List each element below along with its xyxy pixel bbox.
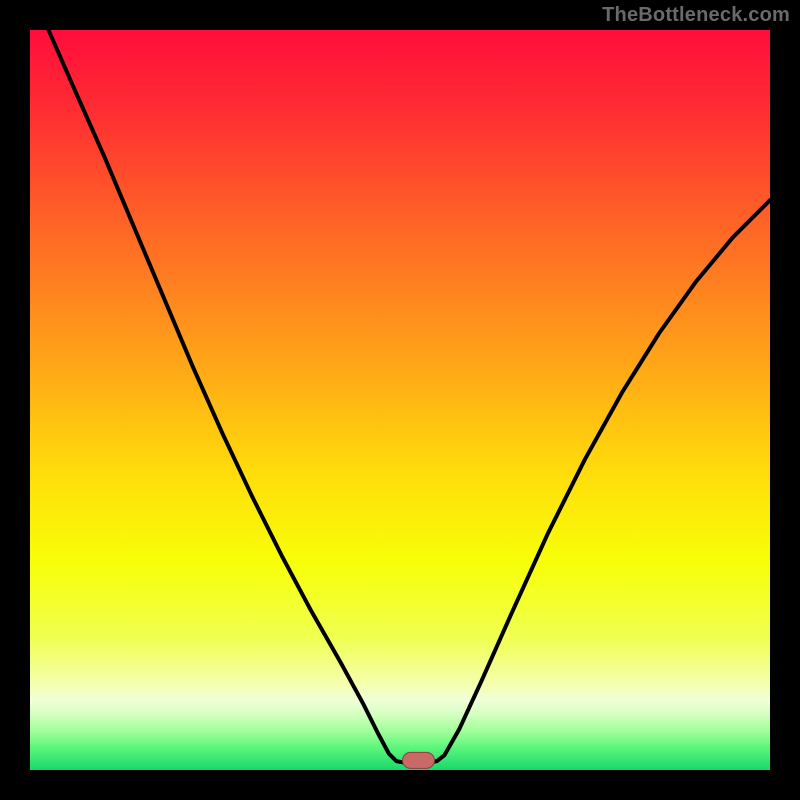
optimal-marker [403,752,435,768]
watermark-label: TheBottleneck.com [602,4,790,27]
bottleneck-chart [0,0,800,800]
gradient-background [30,30,770,770]
chart-container: TheBottleneck.com [0,0,800,800]
